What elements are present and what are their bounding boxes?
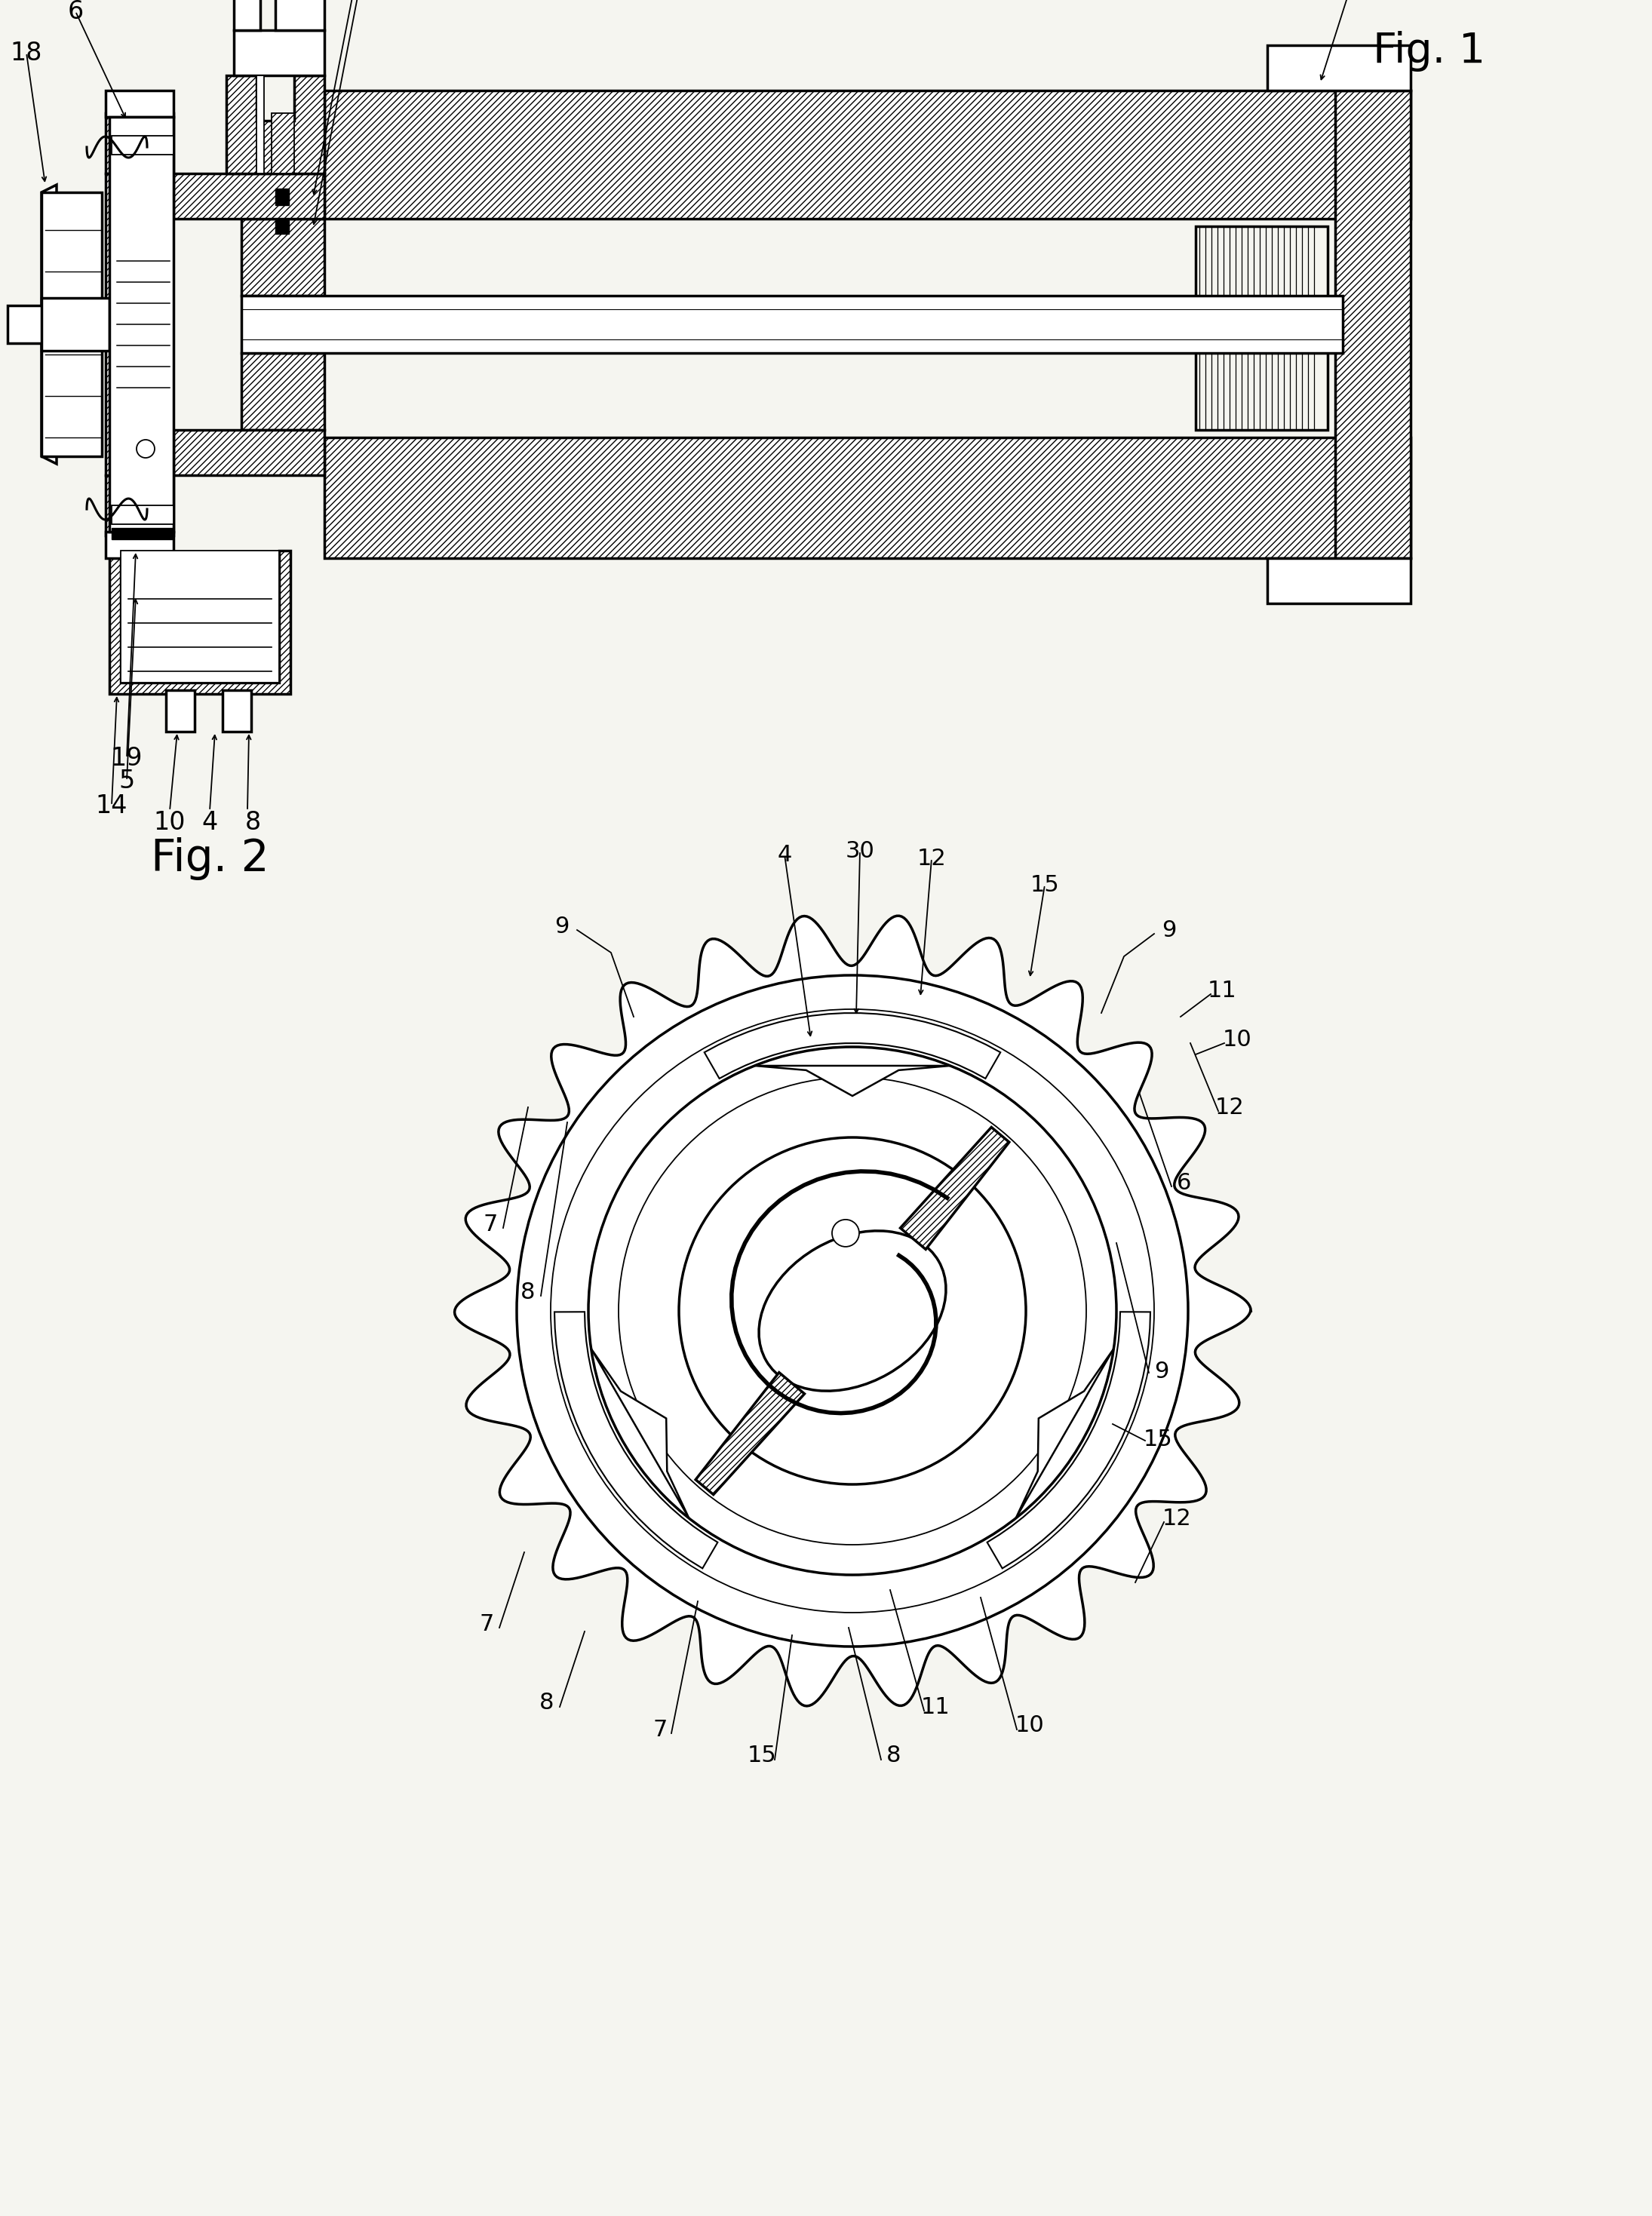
Text: 11: 11 bbox=[1208, 979, 1237, 1002]
Bar bbox=[256, 75, 264, 173]
Bar bbox=[165, 689, 195, 731]
Polygon shape bbox=[1267, 558, 1411, 603]
Polygon shape bbox=[173, 173, 324, 219]
Text: 12: 12 bbox=[1214, 1097, 1244, 1119]
Polygon shape bbox=[591, 1350, 689, 1518]
Polygon shape bbox=[173, 430, 324, 474]
Polygon shape bbox=[109, 550, 291, 694]
Text: 7: 7 bbox=[482, 1212, 497, 1234]
Text: 10: 10 bbox=[1014, 1715, 1044, 1737]
Polygon shape bbox=[241, 219, 324, 295]
Text: 9: 9 bbox=[1155, 1361, 1170, 1383]
Circle shape bbox=[517, 975, 1188, 1646]
Text: 30: 30 bbox=[846, 840, 874, 862]
Bar bbox=[1196, 226, 1328, 430]
Circle shape bbox=[550, 1008, 1155, 1613]
Text: 11: 11 bbox=[920, 1695, 950, 1717]
Text: 10: 10 bbox=[154, 809, 185, 835]
Text: 9: 9 bbox=[555, 915, 570, 937]
Bar bbox=[241, 295, 1343, 352]
Text: 15: 15 bbox=[1031, 873, 1059, 895]
Polygon shape bbox=[324, 437, 1411, 558]
Text: 15: 15 bbox=[747, 1744, 776, 1766]
Polygon shape bbox=[106, 91, 173, 117]
Text: 19: 19 bbox=[111, 745, 142, 771]
Text: 4: 4 bbox=[776, 844, 791, 866]
Text: Fig. 2: Fig. 2 bbox=[150, 838, 269, 880]
Text: 7: 7 bbox=[653, 1720, 667, 1740]
Polygon shape bbox=[695, 1372, 805, 1494]
Text: 15: 15 bbox=[1143, 1427, 1173, 1449]
Text: 8: 8 bbox=[244, 809, 261, 835]
Bar bbox=[223, 689, 251, 731]
Text: 14: 14 bbox=[96, 793, 127, 818]
Bar bbox=[112, 505, 173, 525]
Circle shape bbox=[833, 1219, 859, 1248]
Bar bbox=[112, 135, 173, 155]
Polygon shape bbox=[324, 91, 1411, 219]
Polygon shape bbox=[454, 915, 1251, 1706]
Bar bbox=[276, 188, 289, 206]
Polygon shape bbox=[106, 474, 173, 536]
Bar bbox=[121, 550, 279, 683]
Text: 8: 8 bbox=[887, 1744, 902, 1766]
Polygon shape bbox=[106, 173, 129, 474]
Bar bbox=[41, 193, 102, 456]
Polygon shape bbox=[226, 75, 324, 173]
Bar bbox=[235, 31, 324, 75]
Text: 5: 5 bbox=[119, 769, 135, 793]
Polygon shape bbox=[1267, 44, 1411, 91]
Text: 6: 6 bbox=[68, 0, 84, 24]
Text: 8: 8 bbox=[540, 1693, 555, 1713]
Bar bbox=[8, 306, 50, 343]
Circle shape bbox=[588, 1046, 1117, 1576]
Text: Fig. 1: Fig. 1 bbox=[1373, 31, 1485, 71]
Text: 18: 18 bbox=[10, 40, 43, 64]
Ellipse shape bbox=[758, 1230, 947, 1392]
Polygon shape bbox=[106, 113, 173, 173]
Bar bbox=[276, 219, 289, 235]
Text: 4: 4 bbox=[202, 809, 218, 835]
Circle shape bbox=[679, 1137, 1026, 1485]
Polygon shape bbox=[241, 352, 324, 430]
Text: 9: 9 bbox=[1161, 920, 1176, 942]
Circle shape bbox=[618, 1077, 1087, 1545]
Polygon shape bbox=[106, 532, 173, 558]
Polygon shape bbox=[988, 1312, 1150, 1569]
Bar bbox=[112, 527, 173, 538]
Polygon shape bbox=[1016, 1350, 1113, 1518]
Circle shape bbox=[137, 439, 155, 459]
Text: 8: 8 bbox=[520, 1281, 535, 1303]
Bar bbox=[271, 113, 294, 173]
Polygon shape bbox=[900, 1128, 1009, 1250]
Polygon shape bbox=[755, 1066, 950, 1097]
Text: 12: 12 bbox=[1161, 1507, 1191, 1529]
Text: 10: 10 bbox=[1222, 1028, 1252, 1050]
Text: 6: 6 bbox=[1176, 1172, 1191, 1194]
Polygon shape bbox=[555, 1312, 717, 1569]
Text: 12: 12 bbox=[917, 847, 947, 869]
Bar bbox=[41, 297, 109, 350]
Polygon shape bbox=[704, 1013, 1001, 1079]
Polygon shape bbox=[41, 184, 56, 463]
Polygon shape bbox=[235, 0, 324, 31]
Polygon shape bbox=[1335, 91, 1411, 558]
Bar bbox=[109, 117, 173, 532]
Text: 7: 7 bbox=[479, 1613, 494, 1635]
